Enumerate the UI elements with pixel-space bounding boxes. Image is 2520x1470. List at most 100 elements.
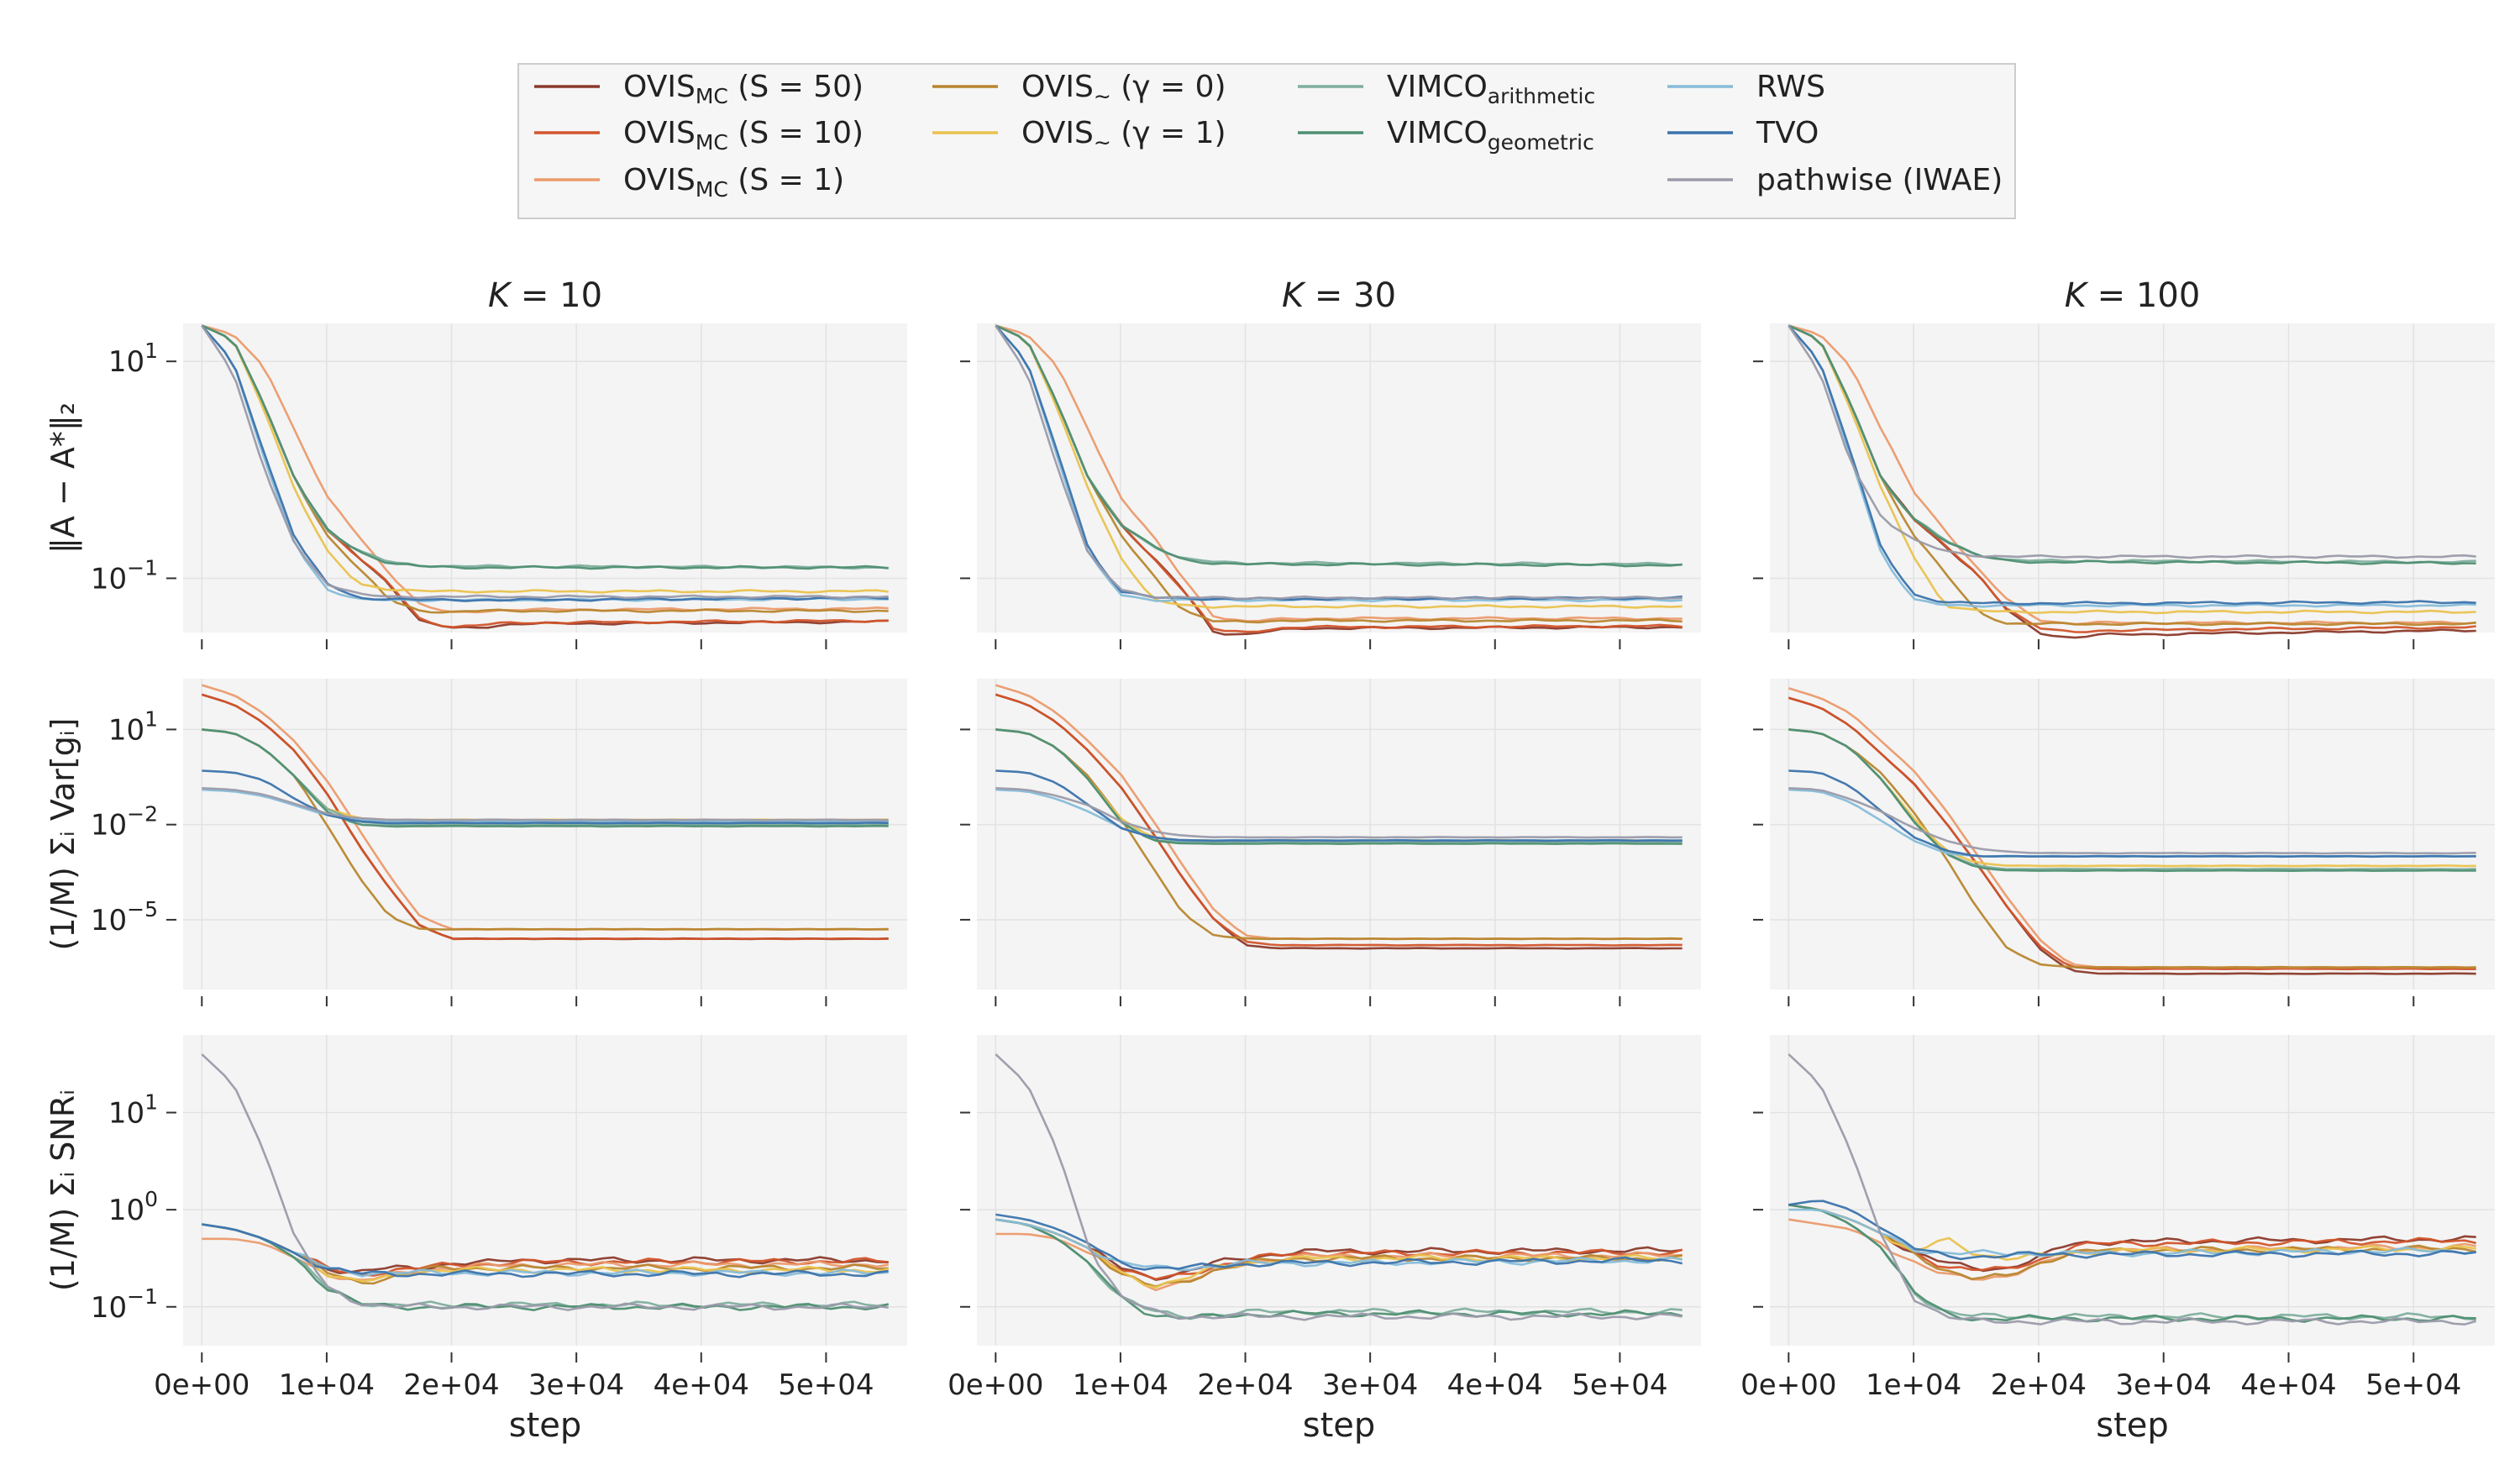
series-line-vimcoG: [1788, 1204, 2476, 1323]
series-line-ovisg1: [1788, 728, 2476, 868]
series-line-iwae: [995, 324, 1683, 601]
series-line-rws: [202, 788, 889, 823]
legend: OVISMC (S = 50) OVISMC (S = 10) OVISMC (S …: [517, 63, 2016, 219]
x-tick-label: 4e+04: [654, 1368, 749, 1402]
y-axis-label: (1/M) Σᵢ SNRᵢ: [45, 1089, 81, 1291]
panel-r3-c3: 0e+00 1e+04 2e+04 3e+04 4e+04 5e+04: [1740, 1035, 2495, 1402]
series-line-iwae: [995, 787, 1683, 839]
x-tick-label: 2e+04: [1991, 1368, 2087, 1402]
series-line-tvo: [995, 769, 1683, 843]
x-tick-label: 2e+04: [403, 1368, 499, 1402]
series-line-vimcoG: [995, 728, 1683, 846]
axis-labels: K = 10 step K = 30 step K = 100 step ‖A − A*‖₂…: [45, 276, 2200, 1445]
legend-label-ovis10: OVISMC (S = 10): [623, 116, 864, 155]
x-tick-label: 0e+00: [948, 1368, 1043, 1402]
series-line-iwae: [995, 1053, 1683, 1321]
series-line-vimcoG: [202, 1223, 890, 1312]
series-line-vimcoG: [202, 728, 889, 828]
series-line-ovisg1: [995, 324, 1683, 609]
series-line-iwae: [202, 787, 889, 822]
panel-r3-c2: 0e+00 1e+04 2e+04 3e+04 4e+04 5e+04: [948, 1035, 1701, 1402]
column-title: K = 10: [488, 276, 602, 315]
series-line-ovisg1: [201, 324, 889, 594]
series-line-ovis1: [995, 324, 1683, 622]
legend-label-rws: RWS: [1756, 70, 1825, 104]
x-tick-label: 3e+04: [1322, 1368, 1418, 1402]
series-line-ovisg0: [1788, 324, 2476, 627]
legend-label-ovis50: OVISMC (S = 50): [623, 70, 864, 108]
x-tick-label: 0e+00: [1740, 1368, 1836, 1402]
series-line-ovis10: [995, 693, 1683, 947]
panel-r1-c1: 101 10−1: [91, 323, 907, 649]
column-title: K = 100: [2065, 276, 2201, 315]
plot-area: [977, 323, 1701, 633]
series-line-ovisg1: [1788, 324, 2476, 615]
series-line-ovisg1: [1788, 1204, 2476, 1262]
series-line-rws: [995, 324, 1683, 603]
x-tick-label: 3e+04: [2116, 1368, 2212, 1402]
x-tick-label: 5e+04: [1572, 1368, 1667, 1402]
series-line-ovisg0: [201, 324, 889, 614]
series-line-ovis10: [1788, 696, 2476, 971]
series-line-vimcoG: [1788, 728, 2476, 873]
series-line-ovis10: [201, 693, 889, 941]
series-line-rws: [995, 1218, 1683, 1272]
column-title: K = 30: [1282, 276, 1396, 315]
y-tick-label: 10−1: [91, 555, 158, 596]
series-line-iwae: [1788, 787, 2476, 855]
x-tick-label: 2e+04: [1197, 1368, 1293, 1402]
x-tick-label: 1e+04: [1073, 1368, 1168, 1402]
plot-area: [977, 679, 1701, 990]
x-tick-label: 4e+04: [1447, 1368, 1543, 1402]
y-tick-label: 10−5: [91, 897, 158, 937]
plot-area: [977, 1035, 1701, 1346]
series-line-iwae: [201, 324, 889, 600]
plot-area: [183, 1035, 907, 1346]
series-line-ovis1: [201, 324, 889, 614]
panel-r2-c2: [960, 679, 1701, 1006]
legend-label-ovisg0: OVIS∼ (γ = 0): [1021, 70, 1226, 108]
legend-frame: [517, 63, 2016, 219]
series-line-iwae: [1788, 1053, 2477, 1326]
y-tick-label: 101: [108, 706, 158, 747]
y-tick-label: 101: [108, 1090, 158, 1131]
x-tick-label: 4e+04: [2240, 1368, 2336, 1402]
series-line-vimcoG: [995, 324, 1683, 568]
series-line-ovis50: [1788, 1204, 2476, 1273]
legend-label-iwae: pathwise (IWAE): [1756, 163, 2003, 197]
y-tick-label: 10−1: [91, 1284, 158, 1325]
x-tick-label: 0e+00: [154, 1368, 249, 1402]
series-line-vimcoG: [995, 1218, 1683, 1320]
series-line-tvo: [202, 1223, 889, 1278]
series-line-tvo: [1788, 769, 2476, 858]
legend-label-vimcoA: VIMCOarithmetic: [1387, 70, 1595, 108]
panels: 101 10−1 101 10−2 10−5 0e+00 1e+04 2e+04 3e+04 4e…: [91, 323, 2495, 1402]
panel-r3-c1: 0e+00 1e+04 2e+04 3e+04 4e+04 5e+04 101 100 10−1: [91, 1035, 907, 1402]
legend-label-vimcoG: VIMCOgeometric: [1387, 116, 1594, 155]
panel-r1-c3: [1753, 323, 2495, 649]
plot-area: [1770, 1035, 2495, 1346]
x-tick-label: 5e+04: [2365, 1368, 2461, 1402]
plot-area: [1770, 323, 2495, 633]
panel-r2-c3: [1753, 679, 2495, 1006]
y-tick-label: 101: [108, 339, 158, 379]
legend-label-tvo: TVO: [1756, 116, 1819, 150]
x-axis-label: step: [509, 1406, 582, 1445]
series-line-tvo: [995, 1213, 1683, 1271]
series-line-vimcoG: [1788, 324, 2476, 565]
panel-r1-c2: [960, 323, 1701, 649]
x-axis-label: step: [1303, 1406, 1376, 1445]
y-axis-label: ‖A − A*‖₂: [45, 402, 82, 554]
series-line-vimcoA: [995, 1218, 1683, 1320]
x-tick-label: 3e+04: [528, 1368, 624, 1402]
y-tick-label: 100: [108, 1187, 158, 1227]
series-line-ovisg0: [1788, 728, 2476, 969]
series-line-vimcoA: [202, 728, 889, 827]
legend-label-ovisg1: OVIS∼ (γ = 1): [1021, 116, 1226, 155]
series-line-tvo: [1788, 1200, 2476, 1261]
series-line-ovis10: [202, 1223, 889, 1277]
series-line-tvo: [1788, 324, 2476, 606]
plot-area: [1770, 679, 2495, 990]
y-tick-label: 10−2: [91, 802, 158, 843]
